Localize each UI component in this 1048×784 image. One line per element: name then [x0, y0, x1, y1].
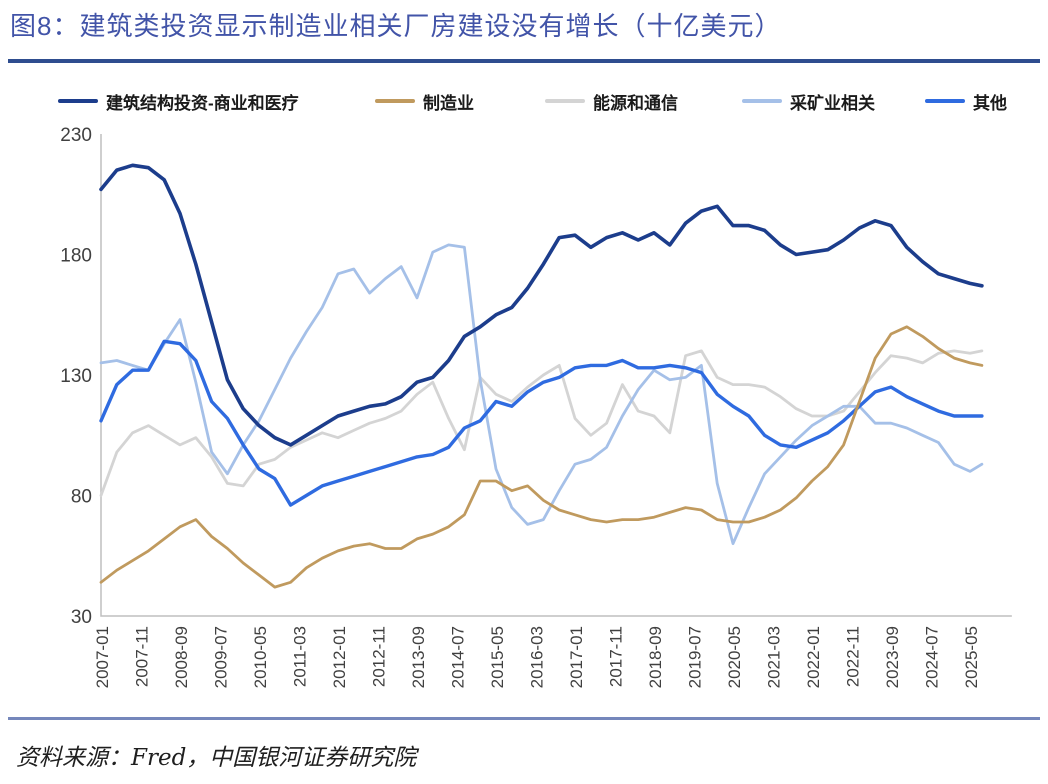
x-tick-label: 2012-01 — [330, 626, 349, 688]
x-tick-label: 2007-01 — [93, 626, 112, 688]
footer-divider — [8, 717, 1040, 720]
legend-swatch-other — [925, 99, 965, 103]
series-line-2 — [99, 349, 984, 497]
series-line-3 — [99, 243, 984, 546]
legend-swatch-energy — [545, 99, 585, 103]
legend-label: 建筑结构投资-商业和医疗 — [106, 93, 299, 113]
source-note: 资料来源：Fred，中国银河证券研究院 — [16, 745, 417, 771]
y-tick-label: 180 — [60, 246, 92, 267]
legend-label: 制造业 — [423, 93, 474, 113]
y-tick-label: 80 — [71, 487, 92, 508]
x-tick-label: 2022-01 — [804, 626, 823, 688]
x-tick-label: 2007-11 — [133, 626, 152, 687]
x-tick-label: 2014-07 — [449, 626, 468, 688]
x-tick-label: 2016-03 — [528, 626, 547, 688]
x-tick-label: 2017-01 — [567, 626, 586, 688]
title-underline — [8, 59, 1040, 63]
x-tick-label: 2008-09 — [172, 626, 191, 688]
x-tick-label: 2012-11 — [370, 626, 389, 687]
legend-label: 采矿业相关 — [790, 93, 875, 113]
x-tick-label: 2023-09 — [883, 626, 902, 688]
legend-item-other: 其他 — [925, 90, 1007, 113]
x-tick-label: 2021-03 — [765, 626, 784, 688]
legend-swatch-mining — [742, 99, 782, 103]
legend-label: 其他 — [973, 93, 1007, 113]
axis-lines — [100, 134, 1012, 617]
x-tick-label: 2015-05 — [488, 626, 507, 688]
legend-item-commercial: 建筑结构投资-商业和医疗 — [58, 90, 299, 113]
legend-swatch-commercial — [58, 99, 98, 103]
legend-item-manufacturing: 制造业 — [375, 90, 474, 113]
x-tick-label: 2009-07 — [212, 626, 231, 688]
series-line-0 — [99, 163, 984, 447]
x-tick-label: 2017-11 — [607, 626, 626, 687]
x-tick-label: 2024-07 — [923, 626, 942, 688]
y-tick-label: 130 — [60, 366, 92, 387]
x-tick-label: 2010-05 — [251, 626, 270, 688]
legend-label: 能源和通信 — [593, 93, 678, 113]
legend-item-energy: 能源和通信 — [545, 90, 678, 113]
y-tick-label: 230 — [60, 125, 92, 146]
chart-title: 图8：建筑类投资显示制造业相关厂房建设没有增长（十亿美元） — [10, 11, 782, 41]
x-tick-label: 2013-09 — [409, 626, 428, 688]
x-tick-label: 2018-09 — [646, 626, 665, 688]
y-tick-label: 30 — [71, 607, 92, 628]
x-tick-label: 2020-05 — [725, 626, 744, 688]
x-tick-label: 2019-07 — [686, 626, 705, 688]
x-tick-label: 2022-11 — [844, 626, 863, 687]
series-line-4 — [99, 339, 984, 507]
legend-item-mining: 采矿业相关 — [742, 90, 875, 113]
series-line-1 — [99, 325, 984, 589]
x-tick-label: 2025-05 — [962, 626, 981, 688]
legend-swatch-manufacturing — [375, 99, 415, 103]
x-tick-label: 2011-03 — [291, 626, 310, 687]
